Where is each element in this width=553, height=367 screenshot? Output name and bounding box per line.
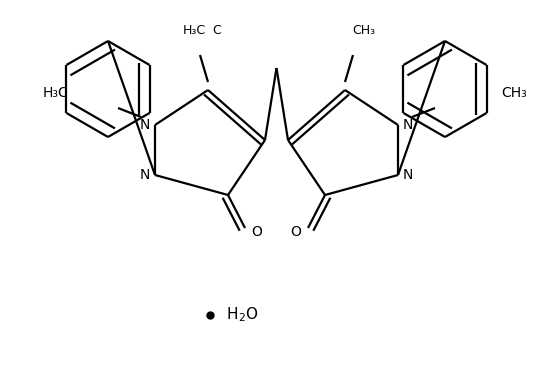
Text: N: N: [403, 168, 413, 182]
Text: N: N: [140, 118, 150, 132]
Text: H$_2$O: H$_2$O: [222, 306, 259, 324]
Text: H₃C: H₃C: [42, 86, 68, 100]
Text: C: C: [212, 23, 221, 36]
Text: CH₃: CH₃: [352, 23, 375, 36]
Text: CH₃: CH₃: [501, 86, 527, 100]
Text: O: O: [290, 225, 301, 239]
Text: O: O: [252, 225, 263, 239]
Text: N: N: [403, 118, 413, 132]
Text: N: N: [140, 168, 150, 182]
Text: H₃C: H₃C: [182, 23, 206, 36]
